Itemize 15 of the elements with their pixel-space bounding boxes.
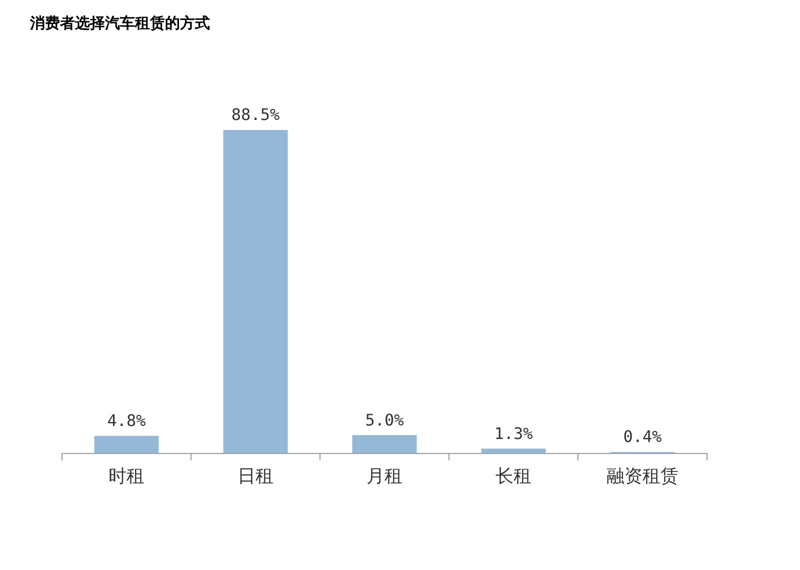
bar [223, 130, 288, 454]
x-tick-label: 时租 [108, 466, 144, 487]
x-tick-label: 融资租赁 [606, 466, 678, 487]
bar [352, 435, 417, 454]
x-tick-label: 日租 [238, 466, 274, 487]
data-label: 88.5% [231, 105, 280, 124]
data-label: 5.0% [365, 410, 404, 430]
chart-title: 消费者选择汽车租赁的方式 [30, 14, 210, 33]
data-label: 0.4% [623, 427, 662, 446]
x-tick-label: 月租 [366, 466, 402, 487]
x-tick-label: 长租 [496, 466, 532, 487]
bar [481, 448, 546, 454]
bar [94, 436, 159, 454]
data-label: 4.8% [107, 411, 146, 430]
data-label: 1.3% [494, 424, 534, 443]
